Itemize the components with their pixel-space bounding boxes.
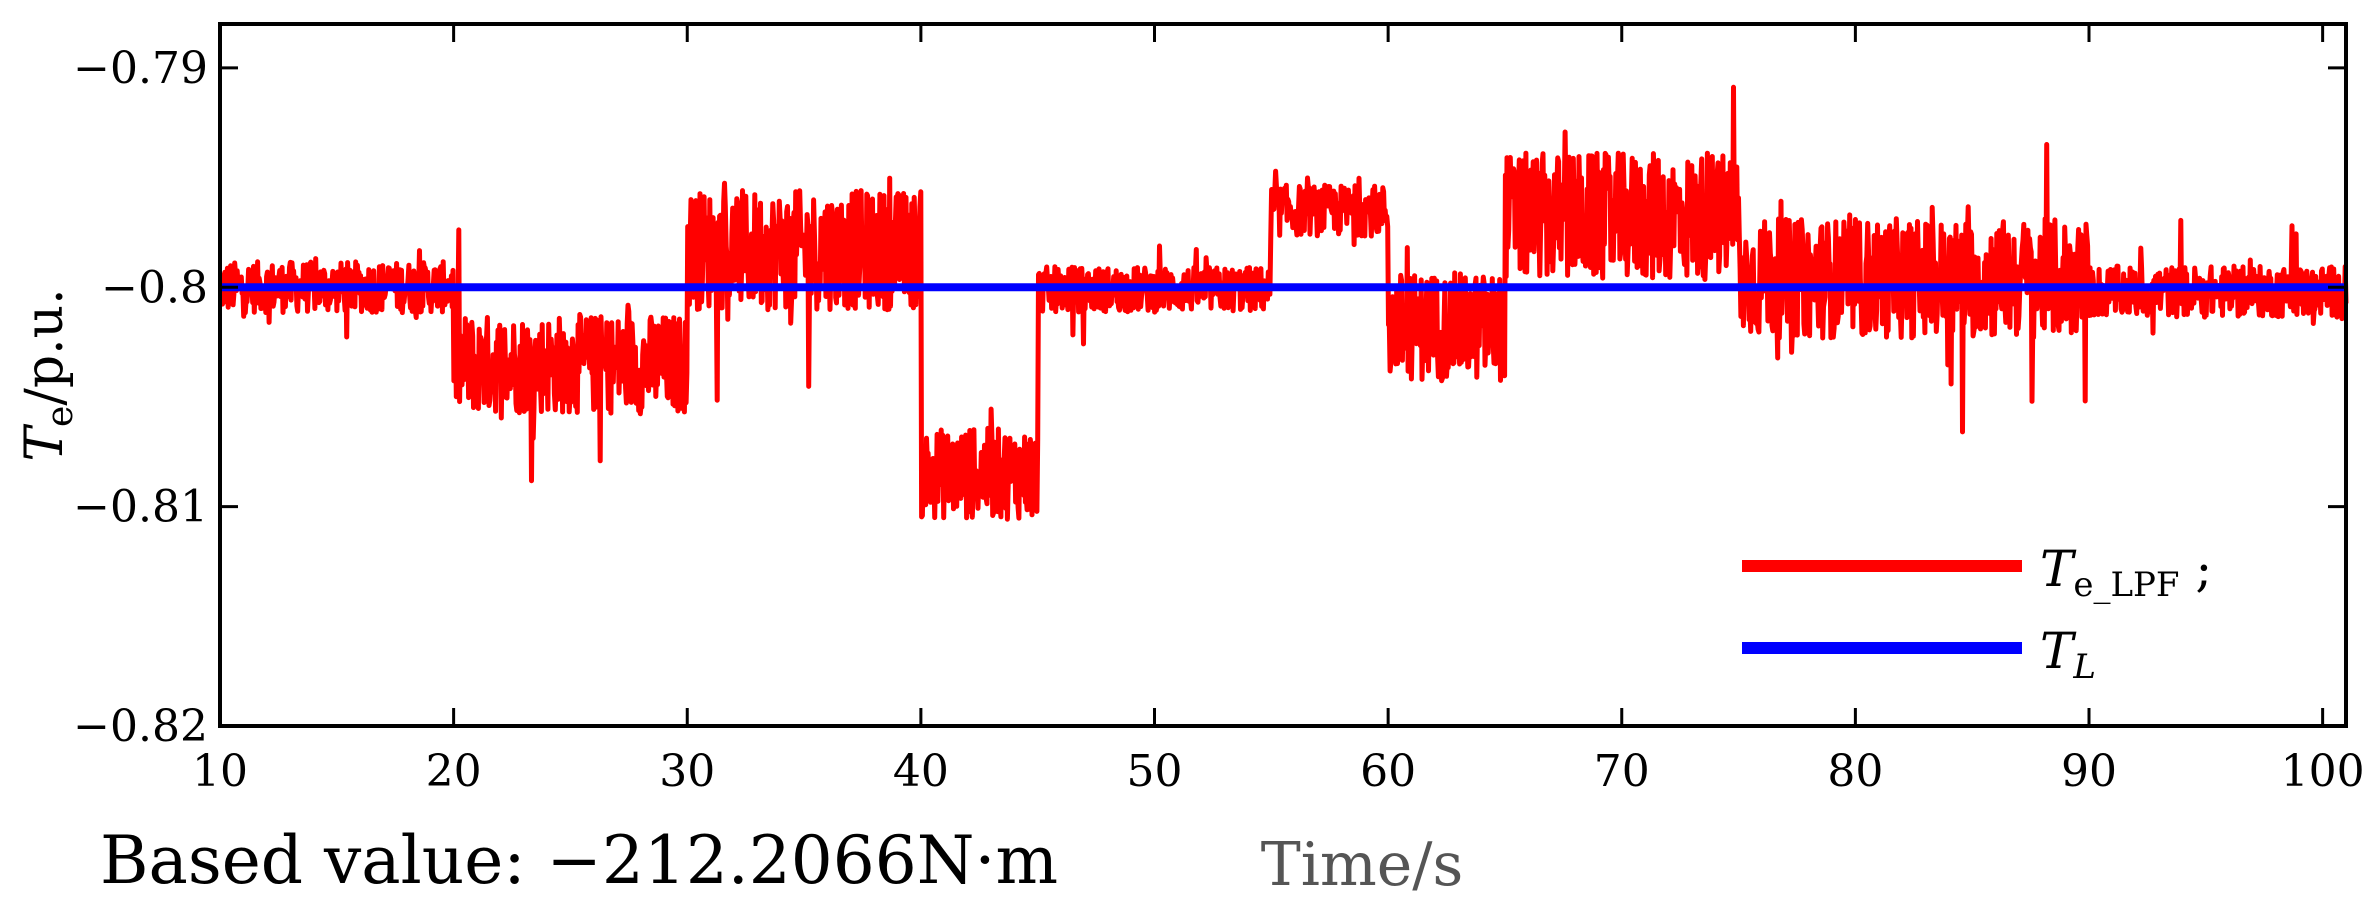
legend: Te_LPF ; TL <box>1742 540 2212 687</box>
y-tick-label: −0.81 <box>73 482 208 533</box>
y-axis-label-unit: /p.u. <box>15 288 75 405</box>
ticks-layer: 10 20 30 40 50 60 70 80 90 100 −0.79 −0.8 −0.81 −0.82 <box>73 24 2365 797</box>
series-line-te-lpf <box>217 84 2349 522</box>
y-tick-label: −0.82 <box>73 701 208 752</box>
x-tick-label: 80 <box>1827 746 1883 797</box>
x-tick-label: 10 <box>192 746 248 797</box>
y-tick-label: −0.79 <box>73 43 208 94</box>
y-axis-label: Te/p.u. <box>15 288 81 461</box>
y-axis-label-sub: e <box>40 406 81 427</box>
x-tick-label: 30 <box>659 746 715 797</box>
x-tick-label: 100 <box>2281 746 2365 797</box>
y-axis-label-main: T <box>15 424 75 462</box>
x-tick-label: 70 <box>1594 746 1650 797</box>
x-axis-label: Time/s <box>1261 830 1464 900</box>
legend-label-te-lpf-main: T <box>2040 540 2077 598</box>
legend-label-te-lpf-sub: e_LPF <box>2073 565 2179 605</box>
legend-label-te-lpf: Te_LPF ; <box>2040 540 2212 605</box>
legend-label-tl: TL <box>2040 622 2096 687</box>
x-tick-label: 50 <box>1127 746 1183 797</box>
based-value-note: Based value: −212.2066N·m <box>100 822 1059 899</box>
x-tick-label: 90 <box>2061 746 2117 797</box>
legend-label-tl-sub: L <box>2072 647 2096 687</box>
plot-frame <box>218 22 2348 728</box>
x-tick-label: 40 <box>893 746 949 797</box>
legend-label-te-lpf-suffix: ; <box>2180 540 2213 598</box>
legend-label-tl-main: T <box>2040 622 2077 680</box>
x-tick-label: 20 <box>426 746 482 797</box>
x-tick-label: 60 <box>1360 746 1416 797</box>
y-tick-label: −0.8 <box>101 262 208 313</box>
series-layer <box>217 84 2349 522</box>
